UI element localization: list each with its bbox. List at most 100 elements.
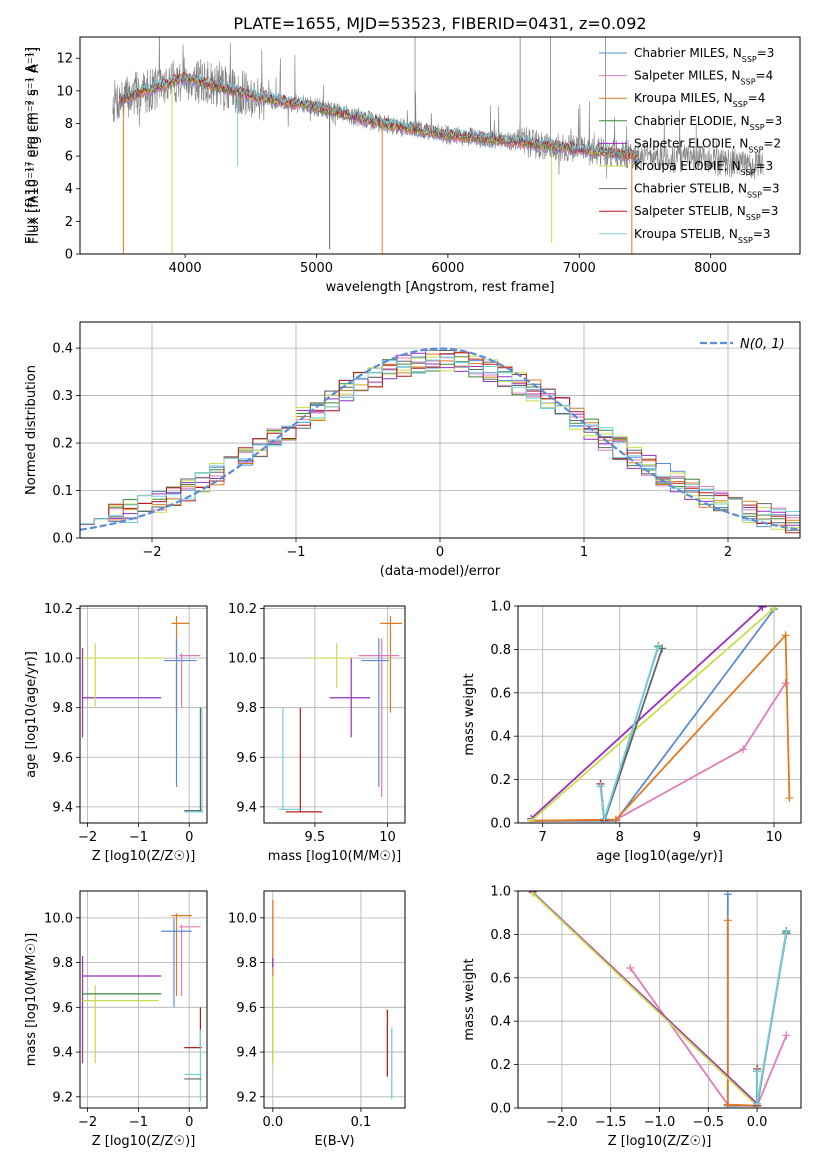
y-tick-label: 0.4 [52,342,73,357]
y-tick-label: 1.0 [490,600,511,615]
y-tick-label: 9.2 [52,1090,73,1105]
plot-area [272,899,393,1100]
y-tick-label: 9.6 [236,751,257,766]
histogram-series [80,356,800,525]
weight-series [531,892,758,1107]
axes-spectrum: 4000 5000 6000 7000 8000 0 2 4 6 8 10 12 wavelength … [24,36,801,295]
weight-marker [611,815,620,823]
y-tick-label: 9.8 [236,701,257,716]
weight-marker [658,644,667,653]
x-tick-label: −0.5 [693,1115,725,1130]
x-tick-label: 0.0 [262,1115,283,1130]
x-tick-label: 0 [185,1115,193,1130]
figure-title: PLATE=1655, MJD=53523, FIBERID=0431, z=0… [233,14,646,33]
weight-series [599,646,660,819]
x-tick-label: −1 [129,1115,148,1130]
y-tick-label: 12 [56,52,73,67]
x-axis-label: Z [log10(Z/Z☉)] [608,1134,712,1149]
y-tick-label: 0.8 [490,928,511,943]
weight-marker [654,643,663,652]
x-axis-label: E(B-V) [314,1134,354,1149]
axes-age-vs-mass: 9.5 10 9.4 9.6 9.8 10.0 10.2 mass [log10(M/M☉)] [228,602,406,864]
y-tick-label: 0.6 [490,971,511,986]
y-tick-label: 0.4 [490,730,511,745]
model-spectrum [119,71,639,156]
x-axis-label: Z [log10(Z/Z☉)] [92,849,196,864]
y-tick-label: 9.8 [236,956,257,971]
x-tick-label: 4000 [169,261,202,276]
y-tick-label: 0.2 [490,773,511,788]
x-tick-label: −2 [78,1115,97,1130]
legend-label: Salpeter STELIB, NSSP=3 [634,204,778,222]
y-axis-label: mass weight [462,958,477,1040]
legend-label: Chabrier ELODIE, NSSP=3 [634,114,782,132]
weight-series [726,894,758,1107]
legend-label: N(0, 1) [740,337,785,352]
x-tick-label: 1 [580,545,588,560]
weight-marker [596,782,605,791]
weight-marker [528,891,537,898]
x-tick-label: 7000 [563,261,596,276]
weight-marker [753,1099,762,1108]
y-axis-label: mass [log10(M/M☉)] [24,933,39,1066]
x-tick-label: 8000 [694,261,727,276]
x-tick-label: 9 [693,830,701,845]
y-tick-label: 10.0 [44,652,73,667]
y-tick-label: 4 [65,182,73,197]
x-axis-label: (data-model)/error [380,564,501,579]
y-tick-label: 0.0 [52,532,73,547]
y-tick-label: 9.4 [236,1046,257,1061]
weight-marker [782,928,791,937]
x-tick-label: 9.5 [305,830,326,845]
weight-marker [785,794,794,803]
y-tick-label: 9.6 [52,751,73,766]
x-tick-label: 7 [539,830,547,845]
y-axis-label: Flux [fλ10⁻¹⁷ erg cm⁻² s⁻¹ A⁻¹] [27,47,42,244]
plot-area [112,37,764,254]
legend-label: Chabrier STELIB, NSSP=3 [634,182,780,200]
model-spectrum [119,73,639,156]
y-tick-label: 9.6 [236,1001,257,1016]
x-tick-label: −1.5 [595,1115,627,1130]
y-tick-label: 9.8 [52,701,73,716]
x-axis-label: age [log10(age/yr)] [596,849,723,864]
axes-frame [517,605,802,824]
axes-weight-vs-age: 7 8 9 10 0.0 0.2 0.4 0.6 0.8 1.0 age [log10(age/yr… [462,600,802,864]
x-axis-label: mass [log10(M/M☉)] [268,849,401,864]
x-tick-label: 0 [185,830,193,845]
plot-area [527,606,794,823]
y-axis-label: Normed distribution [24,365,39,495]
legend: Chabrier MILES, NSSP=3 Salpeter MILES, NS… [599,46,782,244]
legend-label: Salpeter ELODIE, NSSP=2 [634,136,781,154]
x-tick-label: −1 [286,545,305,560]
axes-frame [263,605,406,824]
y-tick-label: 0.2 [52,437,73,452]
x-tick-label: 5000 [300,261,333,276]
y-axis-label: mass weight [462,673,477,755]
x-tick-label: 0 [436,545,444,560]
weight-marker [723,1100,732,1108]
weight-marker [723,916,732,925]
x-tick-label: 10 [379,830,396,845]
y-tick-label: 9.6 [52,1001,73,1016]
plot-area [80,347,800,534]
axes-mass-vs-ebv: 0.0 0.1 9.2 9.4 9.6 9.8 10.0 E(B-V) [228,890,406,1149]
y-tick-label: 0 [65,248,73,263]
histogram-series [80,349,800,531]
axes-frame [79,890,208,1109]
legend-label: Salpeter MILES, NSSP=4 [634,69,773,87]
y-tick-label: 10 [56,84,73,99]
axes-mass-vs-Z: −2 −1 0 9.2 9.4 9.6 9.8 10.0 Z [log10(Z/Z☉)] mass… [24,890,208,1149]
y-axis-label: age [log10(age/yr)] [24,651,39,778]
y-tick-label: 10.0 [228,911,257,926]
observed-spectrum [112,37,764,180]
weight-series [531,633,791,822]
plot-area [81,615,204,813]
weight-series [756,932,788,1104]
x-tick-label: −2 [142,545,161,560]
y-tick-label: 1.0 [490,885,511,900]
weight-marker [739,745,748,754]
legend-label: Chabrier MILES, NSSP=3 [634,46,774,64]
y-tick-label: 0.1 [52,484,73,499]
